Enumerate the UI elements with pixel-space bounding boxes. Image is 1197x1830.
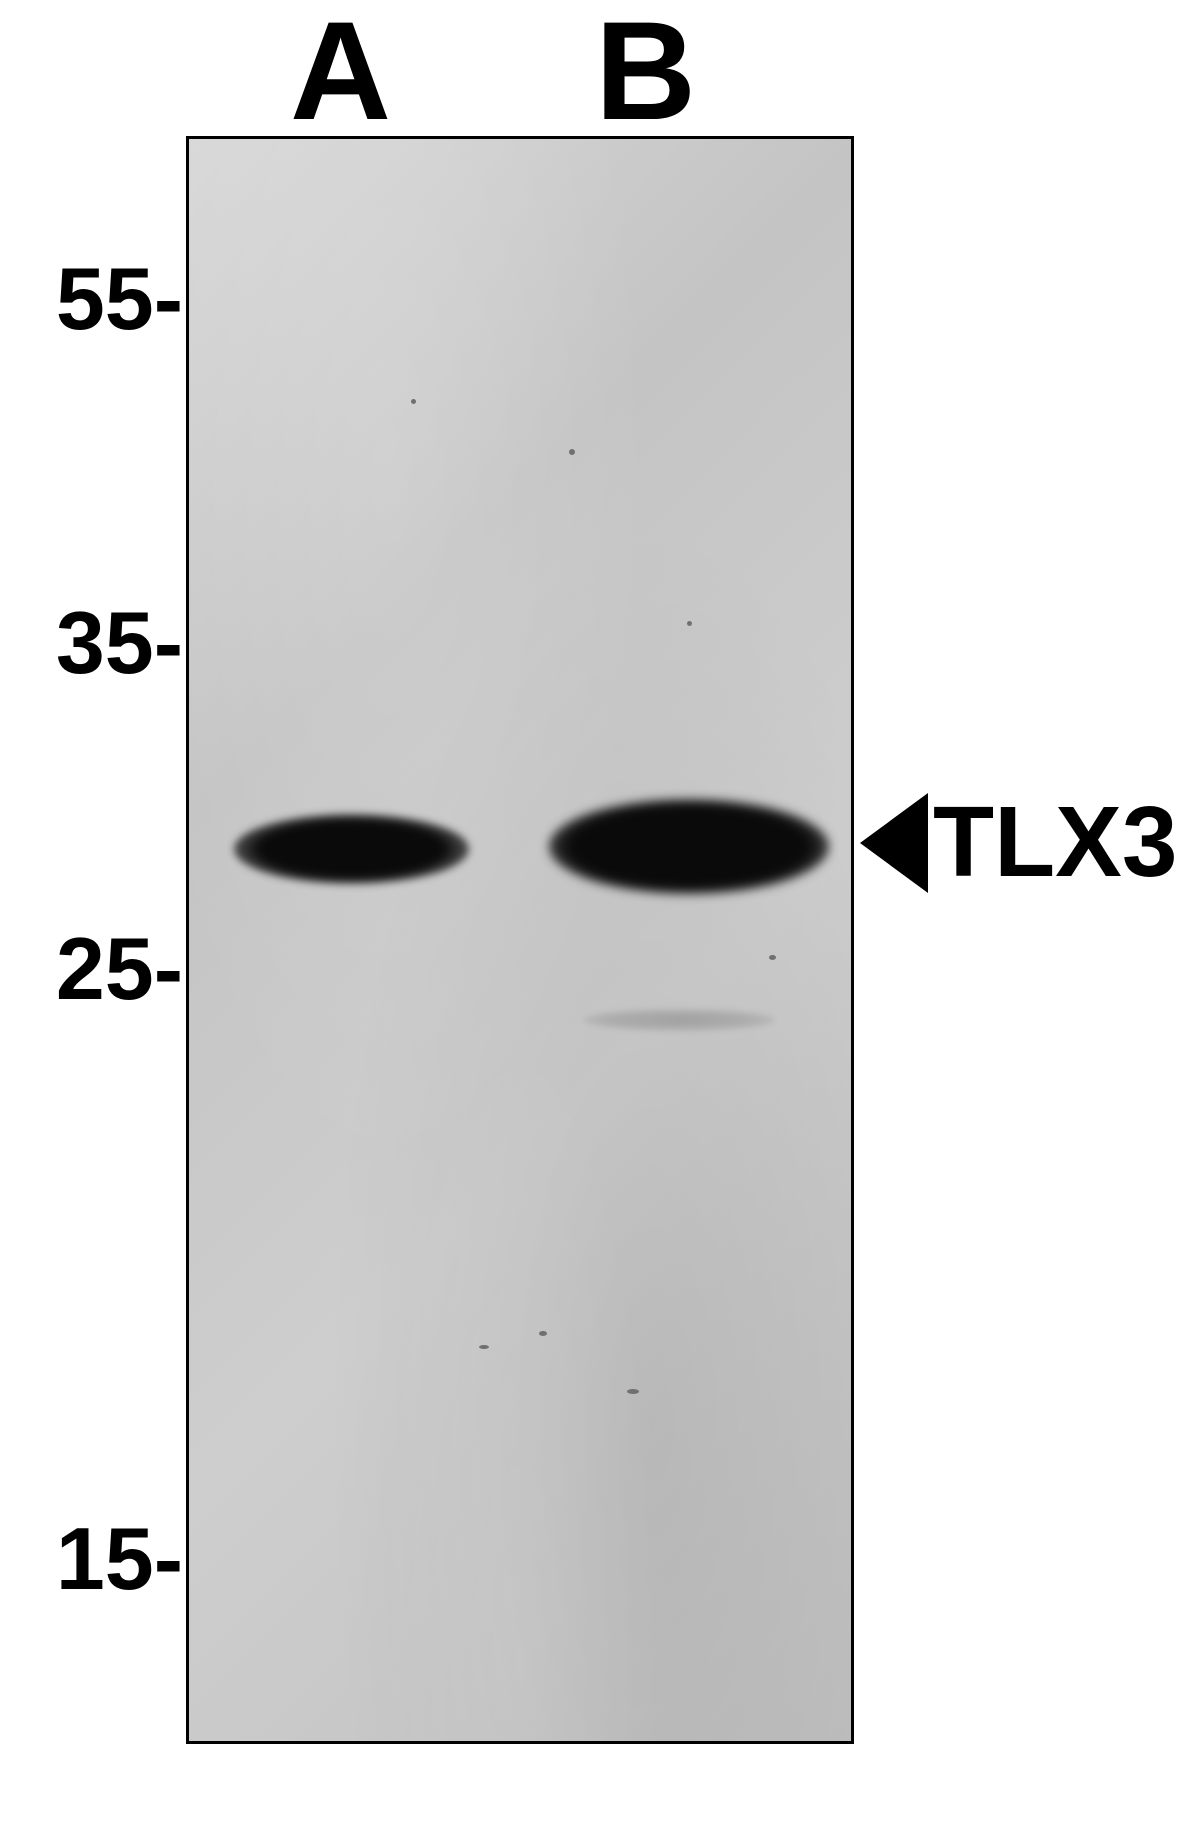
blot-speck <box>627 1389 639 1394</box>
blot-speck <box>479 1345 489 1349</box>
blot-speck <box>569 449 575 455</box>
lane-label-a: A <box>290 0 391 152</box>
protein-name-label: TLX3 <box>933 785 1177 900</box>
mw-marker-25: 25- <box>8 918 183 1020</box>
band-lane-a <box>234 814 469 884</box>
blot-speck <box>411 399 416 404</box>
lane-label-b: B <box>595 0 696 152</box>
protein-label-container: TLX3 <box>860 785 1177 900</box>
mw-marker-35: 35- <box>8 592 183 694</box>
blot-speck <box>539 1331 547 1336</box>
blot-speck <box>687 621 692 626</box>
mw-marker-15: 15- <box>8 1508 183 1610</box>
blot-membrane <box>186 136 854 1744</box>
blot-texture <box>189 139 851 1741</box>
band-lane-b-minor <box>584 1009 774 1031</box>
band-lane-b <box>549 799 829 894</box>
arrow-icon <box>860 793 928 893</box>
blot-speck <box>769 955 776 960</box>
mw-marker-55: 55- <box>8 248 183 350</box>
